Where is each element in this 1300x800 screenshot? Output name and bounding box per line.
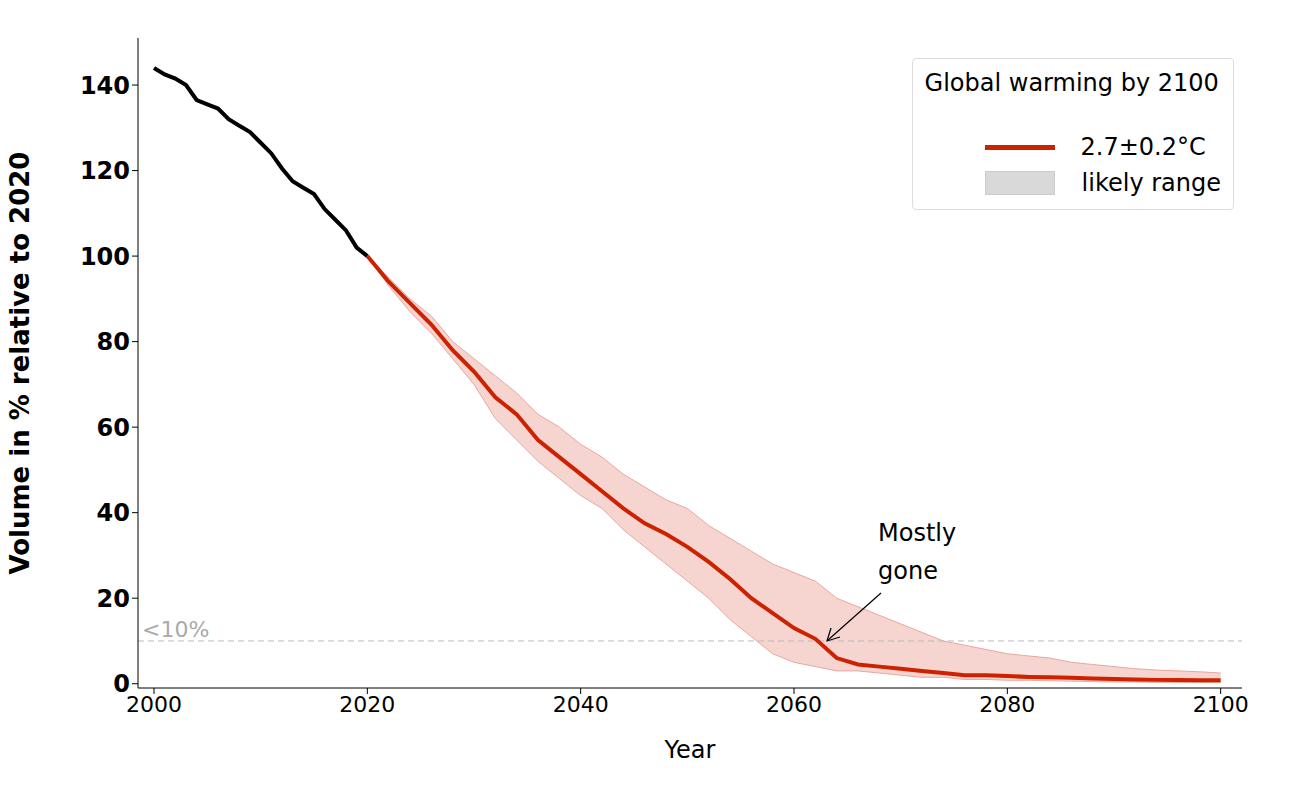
html-text:likely range: likely range <box>1081 169 1221 197</box>
svg-text:2020: 2020 <box>339 692 395 717</box>
svg-text:140: 140 <box>80 72 130 100</box>
svg-text:Year: Year <box>664 736 716 764</box>
svg-text:40: 40 <box>97 499 130 527</box>
html-text:Global warming by 2100: Global warming by 2100 <box>924 69 1219 97</box>
svg-text:2080: 2080 <box>979 692 1035 717</box>
svg-text:20: 20 <box>97 585 130 613</box>
svg-text:0: 0 <box>113 670 130 698</box>
svg-text:<10%: <10% <box>142 617 209 642</box>
svg-text:80: 80 <box>97 328 130 356</box>
svg-text:2000: 2000 <box>126 692 182 717</box>
svg-text:60: 60 <box>97 414 130 442</box>
svg-text:100: 100 <box>80 243 130 271</box>
html-text:2.7±0.2°C: 2.7±0.2°C <box>1080 133 1206 161</box>
svg-text:120: 120 <box>80 157 130 185</box>
svg-text:2040: 2040 <box>553 692 609 717</box>
svg-text:2100: 2100 <box>1193 692 1249 717</box>
svg-text:Volume in % relative to 2020: Volume in % relative to 2020 <box>8 152 35 575</box>
svg-text:2060: 2060 <box>766 692 822 717</box>
svg-text:Mostlygone: Mostlygone <box>878 519 956 585</box>
